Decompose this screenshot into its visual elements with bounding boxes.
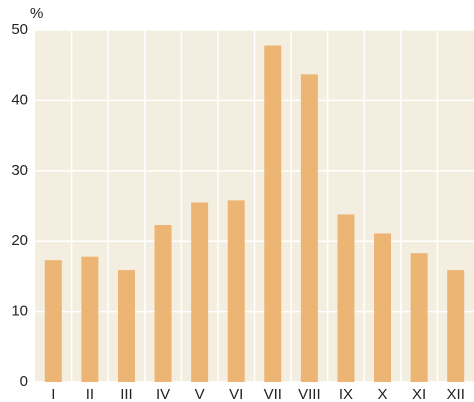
y-tick-label: 30 bbox=[11, 162, 28, 179]
bar bbox=[117, 270, 135, 382]
x-tick-label: II bbox=[86, 386, 94, 402]
bar bbox=[44, 260, 62, 382]
y-tick-label: 40 bbox=[11, 91, 28, 108]
x-tick-label: XII bbox=[447, 386, 465, 402]
y-tick-label: 20 bbox=[11, 232, 28, 249]
x-tick-label: III bbox=[120, 386, 133, 402]
x-tick-label: VII bbox=[264, 386, 282, 402]
y-axis-label: % bbox=[30, 5, 43, 22]
bar bbox=[300, 74, 318, 383]
x-tick-label: V bbox=[195, 386, 205, 402]
x-tick-label: X bbox=[378, 386, 388, 402]
bar bbox=[81, 256, 99, 382]
bar bbox=[227, 200, 245, 382]
y-tick-label: 0 bbox=[20, 373, 28, 390]
bar bbox=[410, 253, 428, 382]
x-tick-label: VIII bbox=[298, 386, 321, 402]
bar bbox=[447, 270, 465, 382]
x-tick-label: IX bbox=[339, 386, 353, 402]
bar bbox=[337, 214, 355, 382]
bar bbox=[154, 225, 172, 382]
y-tick-label: 10 bbox=[11, 303, 28, 320]
bar bbox=[374, 233, 392, 382]
bar bbox=[264, 45, 282, 382]
bar bbox=[191, 202, 209, 382]
x-tick-label: XI bbox=[412, 386, 426, 402]
x-tick-label: IV bbox=[156, 386, 170, 402]
y-tick-label: 50 bbox=[11, 21, 28, 38]
x-tick-label: I bbox=[51, 386, 55, 402]
x-tick-label: VI bbox=[229, 386, 243, 402]
